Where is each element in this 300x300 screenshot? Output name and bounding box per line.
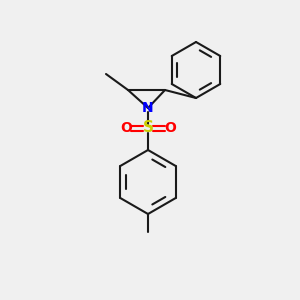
Text: O: O <box>120 121 132 135</box>
Text: S: S <box>142 121 154 136</box>
Text: N: N <box>142 101 154 115</box>
Text: O: O <box>164 121 176 135</box>
